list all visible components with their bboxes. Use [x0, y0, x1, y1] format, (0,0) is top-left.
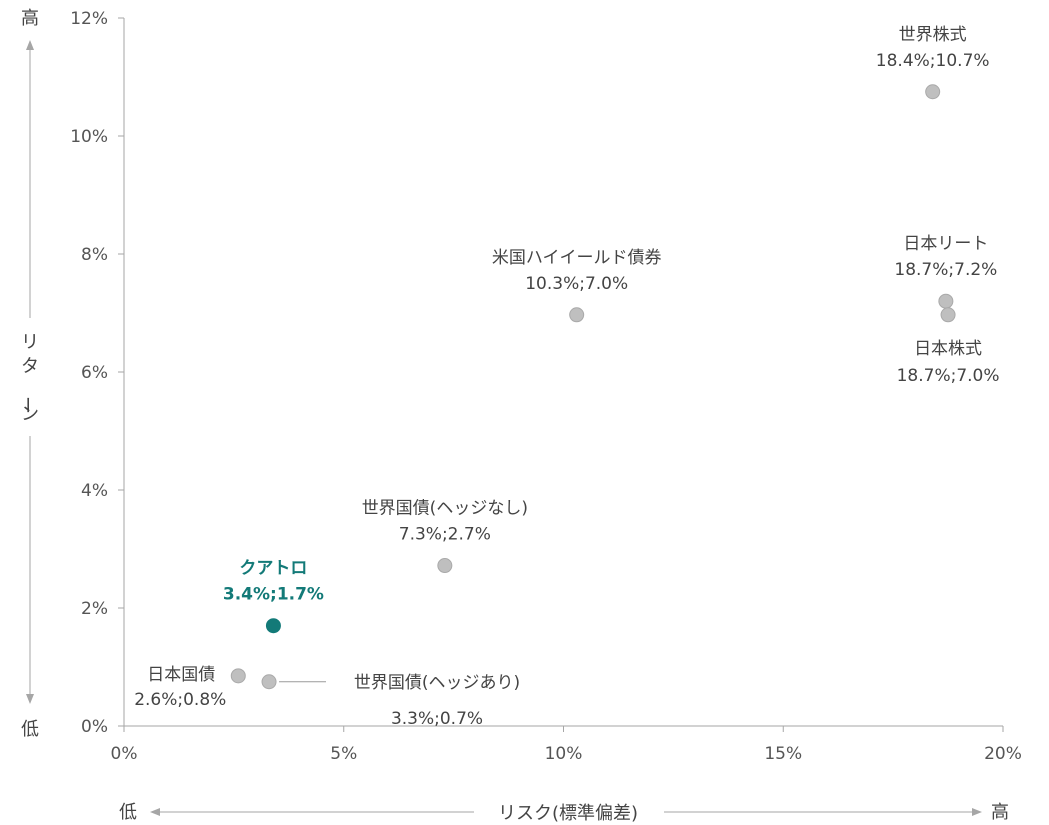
point-name-label: 米国ハイイールド債券	[492, 248, 662, 268]
point-labels: 世界株式 18.4%;10.7% 日本リート 18.7%;7.2% 日本株式 18.7%;…	[134, 25, 999, 729]
data-point	[261, 674, 277, 690]
y-tick-label: 0%	[81, 717, 108, 737]
point-name-label: クアトロ	[239, 559, 307, 579]
point-value-label: 18.4%;10.7%	[876, 51, 990, 71]
x-high-label: 高	[991, 802, 1009, 823]
point-name-label: 世界国債(ヘッジなし)	[362, 499, 528, 519]
y-tick-label: 10%	[70, 127, 108, 147]
x-axis-title: リスク(標準偏差)	[498, 803, 638, 824]
y-axis-title-char: タ	[21, 356, 39, 377]
data-point	[265, 618, 281, 634]
x-tick-label: 10%	[545, 744, 583, 764]
point-name-label: 日本国債	[147, 665, 215, 685]
y-arrow-head-down	[26, 694, 34, 704]
x-tick-label: 0%	[111, 744, 138, 764]
data-point	[940, 307, 956, 323]
point-value-label: 18.7%;7.0%	[897, 366, 1000, 386]
y-tick-label: 2%	[81, 599, 108, 619]
point-value-label: 18.7%;7.2%	[894, 260, 997, 280]
point-name-label: 日本リート	[903, 234, 988, 254]
point-name-label: 日本株式	[914, 339, 982, 359]
y-tick-label: 12%	[70, 9, 108, 29]
x-arrow-head-right	[972, 808, 982, 816]
y-tick-label: 4%	[81, 481, 108, 501]
y-tick-label: 6%	[81, 363, 108, 383]
x-tick-label: 5%	[330, 744, 357, 764]
x-tick-label: 20%	[984, 744, 1022, 764]
data-points	[230, 84, 956, 690]
data-point	[569, 307, 585, 323]
data-point	[437, 558, 453, 574]
point-value-label: 3.4%;1.7%	[223, 585, 324, 605]
point-value-label: 7.3%;2.7%	[399, 525, 491, 545]
point-value-label: 3.3%;0.7%	[391, 709, 483, 729]
y-axis-title-char: ー	[16, 396, 37, 414]
data-point	[938, 293, 954, 309]
y-arrow-head-up	[26, 40, 34, 50]
x-arrow-head-left	[150, 808, 160, 816]
point-name-label: 世界株式	[899, 25, 967, 45]
y-axis-title: リターン	[16, 332, 39, 425]
chart-axes	[118, 17, 1004, 732]
data-point	[925, 84, 941, 100]
x-low-label: 低	[119, 802, 137, 823]
point-value-label: 10.3%;7.0%	[525, 274, 628, 294]
data-point	[230, 668, 246, 684]
point-value-label: 2.6%;0.8%	[134, 690, 226, 710]
y-tick-label: 8%	[81, 245, 108, 265]
y-axis-title-char: ン	[21, 404, 39, 425]
y-low-label: 低	[21, 719, 39, 740]
point-name-label: 世界国債(ヘッジあり)	[354, 673, 520, 693]
y-high-label: 高	[21, 8, 39, 29]
x-tick-label: 15%	[764, 744, 802, 764]
y-axis-title-char: リ	[21, 332, 39, 353]
tick-labels: 0% 2% 4% 6% 8% 10% 12% 0% 5% 10% 15% 20%	[70, 9, 1022, 764]
